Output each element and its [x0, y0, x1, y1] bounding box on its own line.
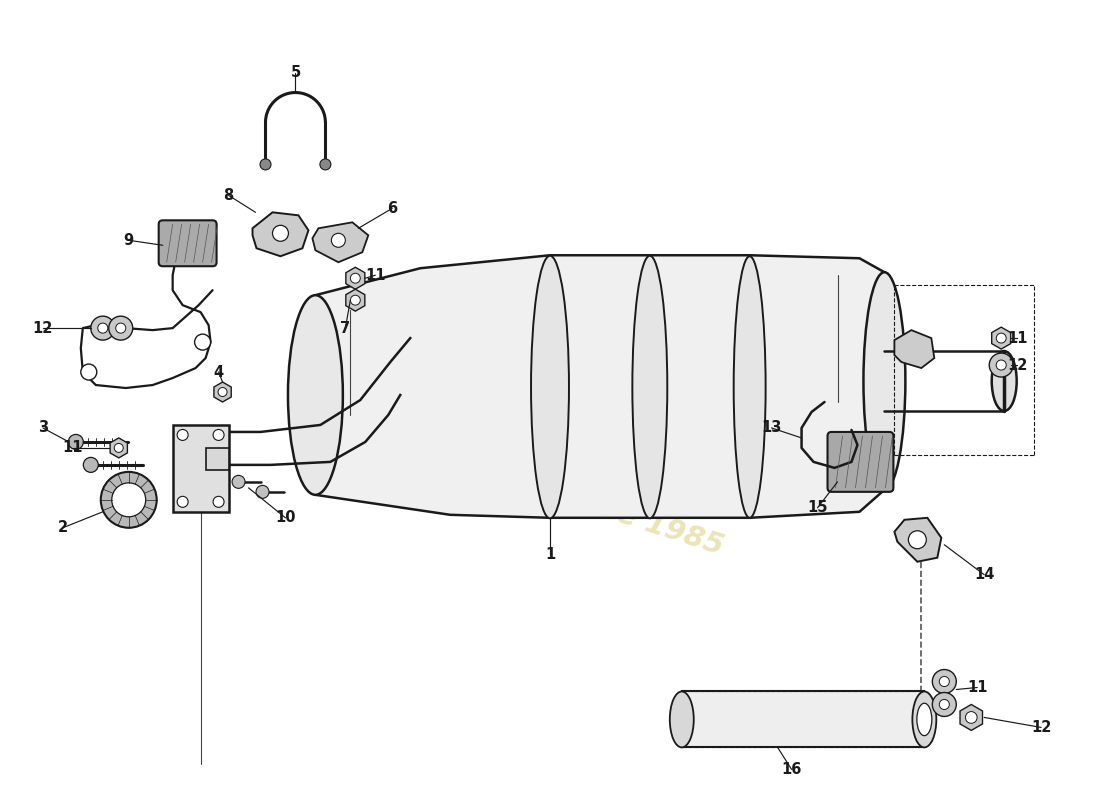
Ellipse shape: [734, 256, 766, 518]
Circle shape: [80, 364, 97, 380]
Circle shape: [232, 475, 245, 488]
Polygon shape: [960, 705, 982, 730]
Ellipse shape: [670, 691, 694, 747]
Text: 3: 3: [37, 421, 48, 435]
Circle shape: [109, 316, 133, 340]
Polygon shape: [213, 382, 231, 402]
Text: 10: 10: [275, 510, 296, 526]
Circle shape: [320, 159, 331, 170]
Circle shape: [256, 486, 270, 498]
FancyBboxPatch shape: [827, 432, 893, 492]
Circle shape: [989, 353, 1013, 377]
Polygon shape: [253, 212, 308, 256]
Circle shape: [213, 430, 224, 441]
Text: 8: 8: [223, 188, 233, 203]
Ellipse shape: [992, 351, 1016, 411]
Circle shape: [966, 712, 977, 723]
Circle shape: [939, 677, 949, 686]
Text: 13: 13: [761, 421, 782, 435]
Text: 11: 11: [365, 268, 386, 282]
Circle shape: [91, 316, 114, 340]
Circle shape: [331, 234, 345, 247]
Circle shape: [84, 458, 98, 472]
Circle shape: [116, 323, 125, 333]
Polygon shape: [316, 255, 884, 518]
Polygon shape: [110, 438, 128, 458]
Text: 6: 6: [387, 201, 397, 216]
Text: 1: 1: [544, 547, 556, 562]
Text: 12: 12: [1031, 720, 1052, 735]
Text: 9: 9: [123, 233, 134, 248]
Ellipse shape: [632, 256, 668, 518]
Circle shape: [195, 334, 210, 350]
Circle shape: [114, 443, 123, 453]
Circle shape: [351, 295, 361, 305]
Circle shape: [273, 226, 288, 242]
Circle shape: [112, 483, 145, 517]
Text: 12: 12: [1006, 358, 1027, 373]
Polygon shape: [312, 222, 368, 262]
Ellipse shape: [864, 272, 905, 490]
Text: 7: 7: [340, 321, 351, 336]
Circle shape: [177, 430, 188, 441]
Text: 14: 14: [975, 567, 994, 582]
Circle shape: [997, 360, 1006, 370]
Circle shape: [68, 434, 84, 450]
Bar: [682, 691, 924, 747]
Circle shape: [218, 387, 227, 397]
Circle shape: [101, 472, 156, 528]
Text: 12: 12: [33, 321, 53, 336]
Text: 11: 11: [63, 441, 84, 455]
Ellipse shape: [531, 256, 569, 518]
Ellipse shape: [912, 691, 936, 747]
Circle shape: [98, 323, 108, 333]
Circle shape: [939, 699, 949, 710]
Circle shape: [909, 530, 926, 549]
Text: a passion since 1985: a passion since 1985: [393, 429, 727, 561]
Circle shape: [933, 693, 956, 717]
Circle shape: [351, 274, 361, 283]
Polygon shape: [345, 267, 365, 289]
Text: 11: 11: [1006, 330, 1027, 346]
Text: 5: 5: [290, 65, 300, 80]
Text: 2: 2: [58, 520, 68, 535]
Polygon shape: [345, 289, 365, 311]
Polygon shape: [173, 425, 229, 512]
Polygon shape: [894, 330, 934, 368]
FancyBboxPatch shape: [158, 220, 217, 266]
Text: 16: 16: [781, 762, 802, 777]
Polygon shape: [992, 327, 1011, 349]
Polygon shape: [206, 448, 229, 470]
Text: 15: 15: [807, 500, 828, 515]
Circle shape: [997, 333, 1006, 343]
Text: etrusparts: etrusparts: [389, 278, 811, 502]
Text: 4: 4: [213, 365, 223, 379]
Circle shape: [933, 670, 956, 694]
Text: 11: 11: [967, 680, 988, 695]
Polygon shape: [894, 518, 942, 562]
Circle shape: [260, 159, 271, 170]
Ellipse shape: [288, 295, 343, 495]
Circle shape: [177, 496, 188, 507]
Ellipse shape: [917, 703, 932, 736]
Circle shape: [213, 496, 224, 507]
